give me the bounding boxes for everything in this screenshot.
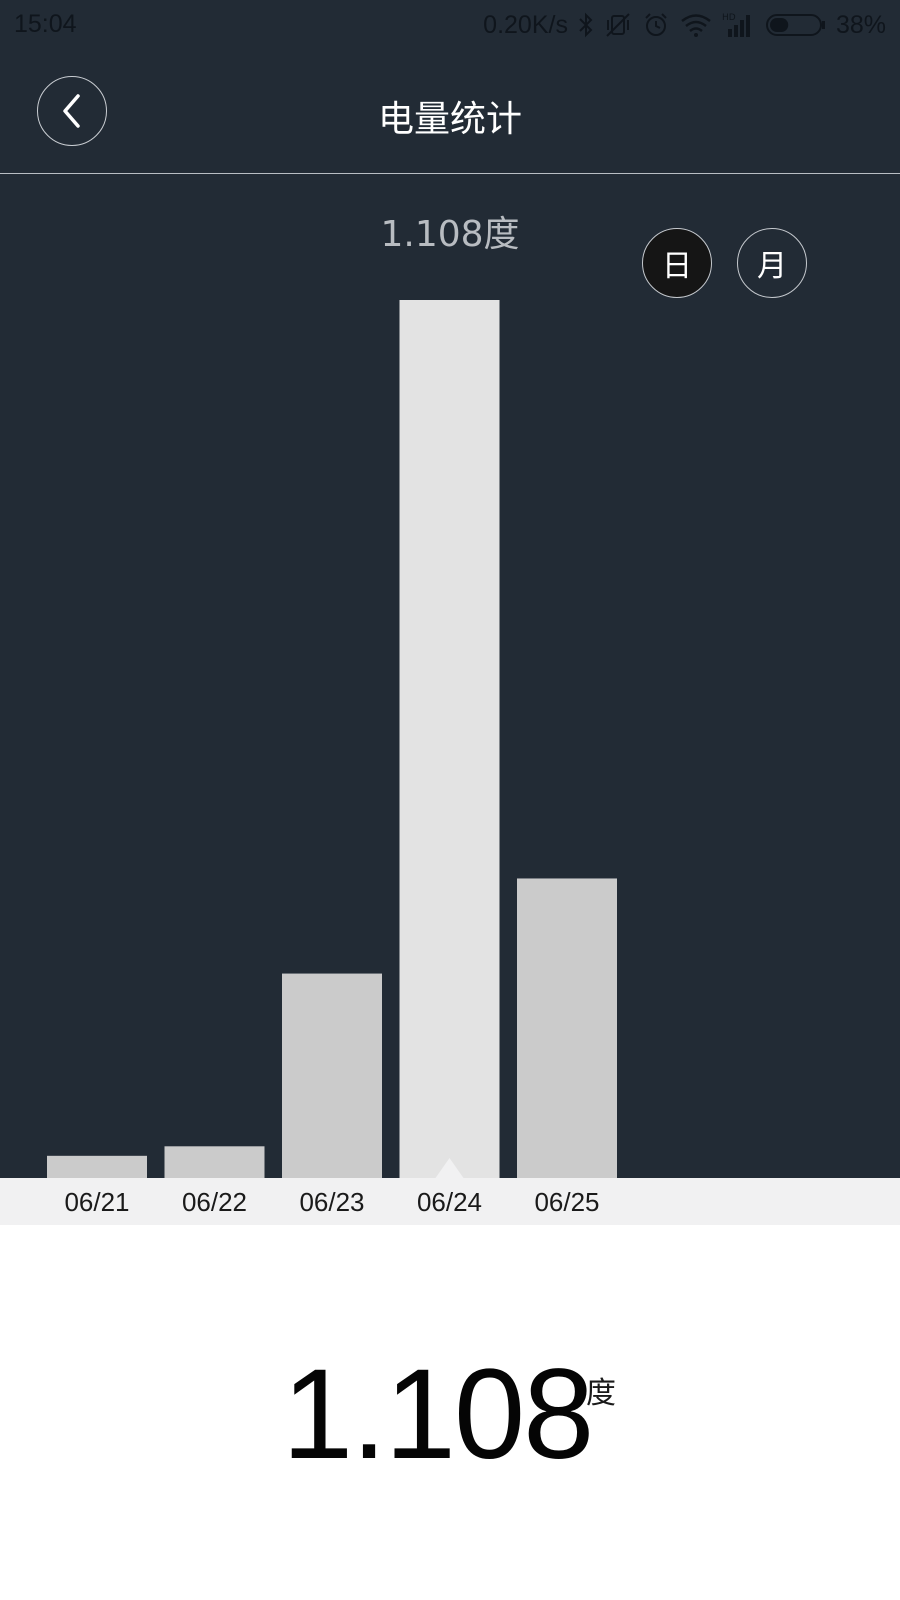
chevron-left-icon	[63, 94, 80, 128]
hd-signal-icon: HD	[722, 11, 756, 39]
x-tick-label: 06/22	[181, 1187, 248, 1217]
wifi-icon	[680, 12, 712, 38]
total-summary: 1.108 度	[0, 1345, 900, 1485]
total-value: 1.108	[282, 1343, 594, 1486]
x-tick-label: 06/24	[416, 1187, 483, 1217]
status-icons: 0.20K/s HD 38%	[483, 8, 886, 42]
bar-06-21[interactable]	[47, 1155, 147, 1178]
month-toggle-button[interactable]: 月	[737, 228, 807, 298]
header: 电量统计	[0, 50, 900, 174]
svg-text:HD: HD	[722, 13, 736, 23]
day-toggle-button[interactable]: 日	[642, 228, 712, 298]
status-bar: 15:04 0.20K/s HD 38%	[0, 0, 900, 50]
bar-06-23[interactable]	[282, 973, 382, 1178]
bar-06-25[interactable]	[517, 878, 617, 1178]
network-speed: 0.20K/s	[483, 10, 568, 39]
battery-icon	[765, 12, 826, 38]
x-axis-strip	[0, 1178, 900, 1225]
status-time: 15:04	[14, 10, 77, 38]
bar-06-22[interactable]	[164, 1146, 265, 1178]
alarm-icon	[642, 11, 670, 39]
bar-06-24[interactable]	[399, 300, 500, 1178]
page-title: 电量统计	[377, 99, 522, 140]
bluetooth-icon	[578, 12, 594, 38]
back-button[interactable]	[37, 76, 107, 146]
vibrate-off-icon	[604, 11, 632, 39]
total-unit: 度	[586, 1376, 616, 1411]
x-tick-label: 06/21	[64, 1187, 130, 1217]
usage-bar-chart	[47, 300, 617, 1178]
x-tick-label: 06/23	[299, 1187, 365, 1217]
selected-bar-value: 1.108度	[380, 214, 520, 255]
battery-percent: 38%	[835, 10, 886, 39]
selected-bar-indicator	[435, 1158, 464, 1178]
x-tick-label: 06/25	[534, 1187, 600, 1217]
